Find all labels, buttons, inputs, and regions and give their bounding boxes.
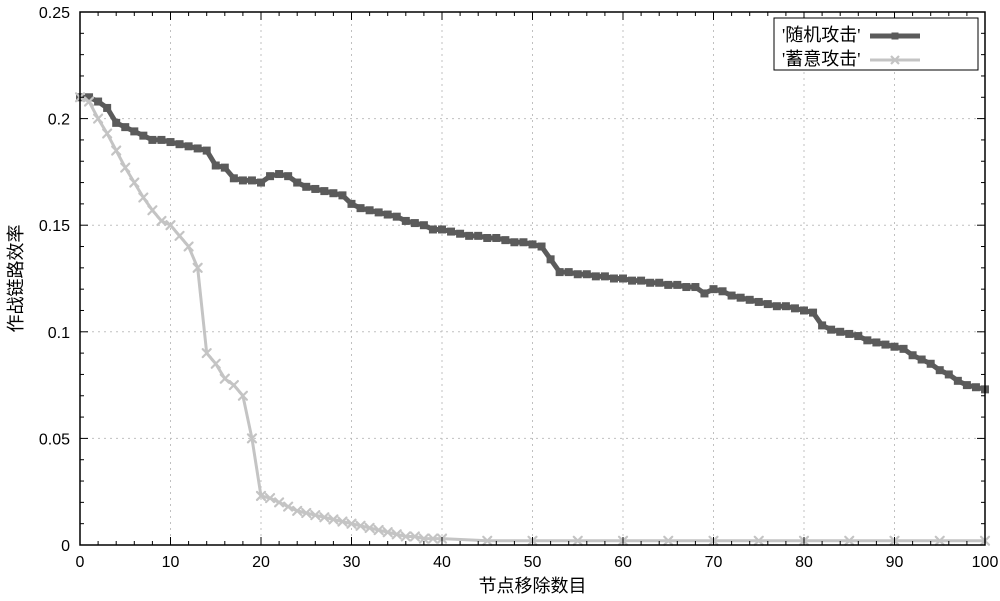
y-tick-label: 0.1 (48, 325, 70, 342)
chart-container: 0 10 20 30 40 50 60 70 80 90 100 0 0.05 0.1 0.15 0.2 0.2… (0, 0, 1000, 601)
y-tick-label: 0.15 (39, 218, 70, 235)
x-tick-label: 0 (76, 554, 85, 571)
x-tick-label: 80 (795, 554, 813, 571)
y-tick-label: 0 (61, 538, 70, 555)
legend-label: '蓄意攻击' (782, 49, 861, 69)
legend-label: '随机攻击' (782, 25, 861, 45)
y-axis-title: 作战链路效率 (6, 225, 26, 333)
x-tick-label: 10 (162, 554, 180, 571)
x-tick-label: 90 (886, 554, 904, 571)
x-axis-title: 节点移除数目 (479, 576, 587, 596)
y-tick-label: 0.05 (39, 431, 70, 448)
x-tick-label: 50 (524, 554, 542, 571)
y-tick-label: 0.2 (48, 112, 70, 129)
x-tick-label: 100 (972, 554, 999, 571)
legend-key-marker (892, 33, 899, 40)
x-tick-label: 60 (614, 554, 632, 571)
x-tick-label: 70 (705, 554, 723, 571)
x-tick-label: 40 (433, 554, 451, 571)
x-tick-label: 30 (343, 554, 361, 571)
line-chart: 0 10 20 30 40 50 60 70 80 90 100 0 0.05 0.1 0.15 0.2 0.2… (0, 0, 1000, 601)
y-tick-label: 0.25 (39, 5, 70, 22)
x-tick-label: 20 (252, 554, 270, 571)
